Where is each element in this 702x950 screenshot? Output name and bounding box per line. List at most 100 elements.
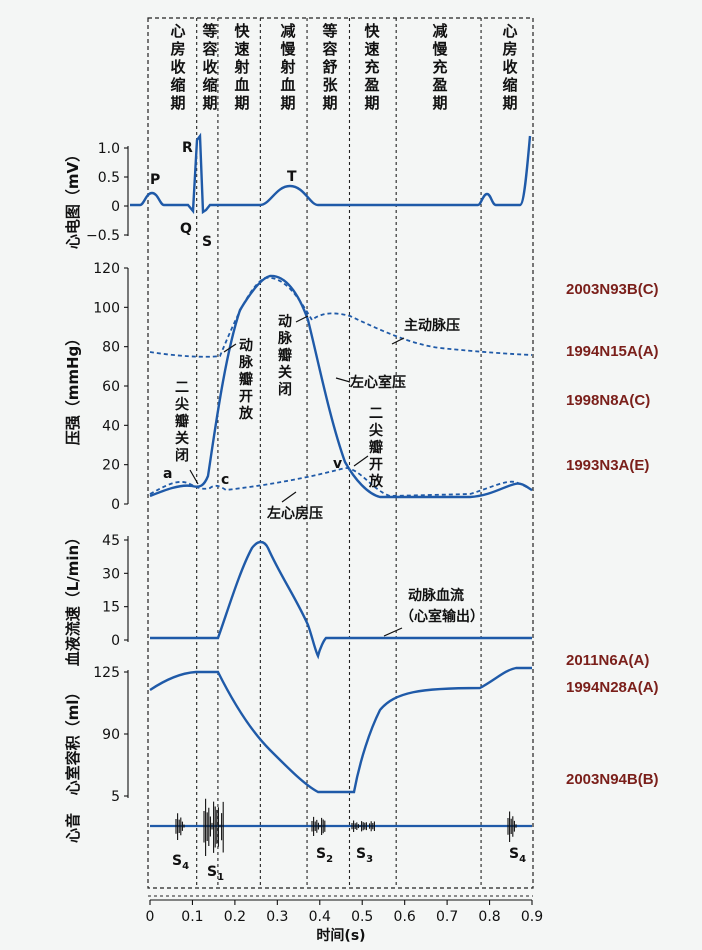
flow-tick-label: 45 xyxy=(102,533,120,549)
exam-code: 1998N8A(C) xyxy=(566,392,650,409)
phase-label-char: 减 xyxy=(280,22,295,40)
ecg-tick-label: 1.0 xyxy=(98,141,120,157)
s3-label: S3 xyxy=(356,846,373,865)
time-tick-label: 0.3 xyxy=(266,909,288,925)
phase-label-char: 盈 xyxy=(363,76,379,94)
heart-sounds-panel: 心音 S4 S1 S2 S3 S4 xyxy=(64,798,532,883)
ecg-s-label: S xyxy=(202,234,212,250)
phase-label-char: 期 xyxy=(432,94,447,112)
pressure-axis-label: 压强（mmHg） xyxy=(64,331,82,446)
phase-label-char: 缩 xyxy=(502,76,517,94)
mitral-close-label: 闭 xyxy=(175,447,189,464)
aortic-open-label: 放 xyxy=(238,405,254,422)
aortic-open-label: 脉 xyxy=(238,354,254,371)
phase-label-char: 慢 xyxy=(432,40,448,58)
diagram-frame xyxy=(147,17,534,889)
aortic-pressure-label: 主动脉压 xyxy=(404,317,460,334)
phase-label-char: 等 xyxy=(202,22,217,40)
time-ticks: 0 0.1 0.2 0.3 0.4 0.5 0.6 0.7 0.8 0.9 xyxy=(146,900,543,925)
s4-burst xyxy=(507,811,517,842)
flow-label-arrow xyxy=(383,627,403,637)
aortic-close-label: 闭 xyxy=(278,381,292,398)
aortic-close-label: 关 xyxy=(278,364,292,381)
s1-burst xyxy=(203,798,224,856)
aortic-pressure-curve xyxy=(149,277,533,358)
phase-label-char: 容 xyxy=(321,40,337,58)
pressure-tick-label: 60 xyxy=(102,379,120,395)
time-tick-label: 0.6 xyxy=(394,909,416,925)
phase-label-char: 快 xyxy=(364,22,380,40)
ecg-t-label: T xyxy=(287,169,297,185)
time-tick-label: 0.8 xyxy=(478,909,500,925)
phase-label-char: 血 xyxy=(234,76,249,94)
aortic-open-label: 瓣 xyxy=(239,371,253,388)
v-wave-label: v xyxy=(333,456,342,472)
pressure-tick-label: 40 xyxy=(102,418,120,434)
time-axis: 0 0.1 0.2 0.3 0.4 0.5 0.6 0.7 0.8 0.9 时间(s) xyxy=(146,899,543,944)
ecg-axis-label: 心电图（mV） xyxy=(64,147,82,249)
aortic-open-arrow xyxy=(223,343,237,353)
s4-burst xyxy=(175,813,185,840)
s4-second-label: S4 xyxy=(509,846,526,865)
pressure-tick-label: 20 xyxy=(102,458,120,474)
phase-label-char: 期 xyxy=(322,94,337,112)
phase-label-char: 缩 xyxy=(202,76,217,94)
phase-label-char: 缩 xyxy=(170,76,185,94)
phase-label-char: 射 xyxy=(233,58,249,76)
mitral-close-label: 尖 xyxy=(175,396,189,413)
ecg-ticks: 1.0 0.5 0 −0.5 xyxy=(86,141,128,244)
phase-label-char: 等 xyxy=(322,22,337,40)
mitral-open-label: 瓣 xyxy=(369,439,383,456)
aortic-open-label: 动 xyxy=(239,337,253,354)
phase-label-char: 收 xyxy=(170,58,185,76)
mitral-open-label: 开 xyxy=(369,457,383,473)
aortic-close-label: 瓣 xyxy=(278,347,292,364)
time-tick-label: 0 xyxy=(146,909,155,925)
flow-label-line2: （心室输出） xyxy=(400,608,484,625)
phase-label-char: 张 xyxy=(322,76,338,94)
phase-label-char: 期 xyxy=(364,94,379,112)
volume-tick-label: 125 xyxy=(93,665,120,681)
la-pressure-label: 左心房压 xyxy=(266,505,323,522)
s4-first-label: S4 xyxy=(172,853,189,872)
left-ventricular-pressure-curve xyxy=(149,274,533,499)
c-wave-label: c xyxy=(221,472,229,488)
pressure-tick-label: 0 xyxy=(111,497,120,513)
exam-code: 2003N94B(B) xyxy=(566,771,659,788)
phase-label-char: 心 xyxy=(502,22,517,40)
volume-tick-label: 5 xyxy=(111,789,120,805)
ecg-panel: 心电图（mV） 1.0 0.5 0 −0.5 P R Q S T xyxy=(64,132,532,250)
heart-sound-bursts xyxy=(175,798,517,856)
phase-label-char: 容 xyxy=(201,40,217,58)
aortic-close-arrow xyxy=(295,315,309,323)
flow-axis-label: 血液流速（L/min） xyxy=(64,530,82,667)
pressure-tick-label: 120 xyxy=(93,261,120,277)
phase-label-char: 射 xyxy=(279,58,295,76)
heart-sound-axis-label: 心音 xyxy=(64,813,82,843)
time-tick-label: 0.2 xyxy=(224,909,246,925)
flow-tick-label: 30 xyxy=(102,566,120,582)
la-pressure-arrow xyxy=(281,491,297,503)
phase-label-char: 快 xyxy=(234,22,250,40)
phase-label-char: 期 xyxy=(170,94,185,112)
phase-label-char: 房 xyxy=(502,40,517,58)
phase-label-char: 盈 xyxy=(431,76,447,94)
time-tick-label: 0.1 xyxy=(181,909,203,925)
phase-label-char: 期 xyxy=(234,94,249,112)
ecg-r-label: R xyxy=(182,140,193,156)
phase-label-char: 减 xyxy=(432,22,447,40)
phase-label-char: 心 xyxy=(170,22,185,40)
ecg-p-label: P xyxy=(150,172,160,188)
exam-code: 1994N15A(A) xyxy=(566,343,659,360)
aortic-close-label: 脉 xyxy=(277,330,293,347)
ventricular-volume-curve xyxy=(149,666,532,794)
aortic-flow-curve xyxy=(150,540,532,660)
pressure-tick-label: 80 xyxy=(102,340,120,356)
s2-burst xyxy=(311,816,326,836)
flow-tick-label: 0 xyxy=(111,633,120,649)
exam-codes: 2003N93B(C) 1994N15A(A) 1998N8A(C) 1993N3A(… xyxy=(566,281,659,788)
mitral-open-label: 二 xyxy=(369,406,383,422)
ecg-q-label: Q xyxy=(180,221,192,237)
